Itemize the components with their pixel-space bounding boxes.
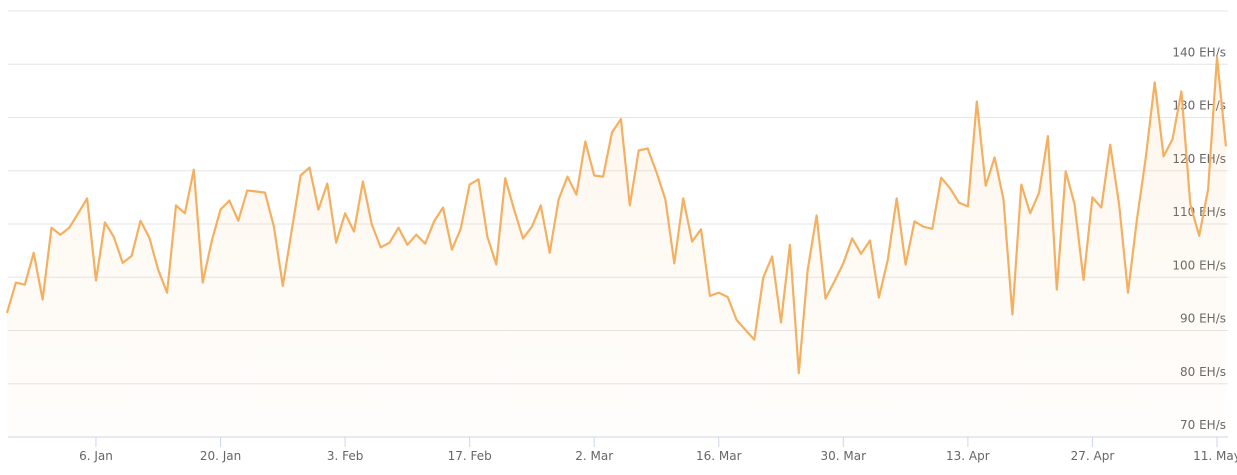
- x-tick-label: 6. Jan: [79, 449, 113, 463]
- x-tick-label: 17. Feb: [448, 449, 492, 463]
- x-tick-label: 11. May: [1193, 449, 1237, 463]
- x-tick-label: 16. Mar: [696, 449, 742, 463]
- y-tick-label: 140 EH/s: [1172, 45, 1226, 59]
- line: [5, 56, 1227, 375]
- x-tick-label: 3. Feb: [327, 449, 364, 463]
- x-tick-label: 2. Mar: [575, 449, 613, 463]
- x-tick-label: 30. Mar: [821, 449, 867, 463]
- area: [7, 57, 1226, 438]
- x-tick-label: 13. Apr: [946, 449, 990, 463]
- x-tick-label: 27. Apr: [1071, 449, 1115, 463]
- x-tick-label: 20. Jan: [200, 449, 241, 463]
